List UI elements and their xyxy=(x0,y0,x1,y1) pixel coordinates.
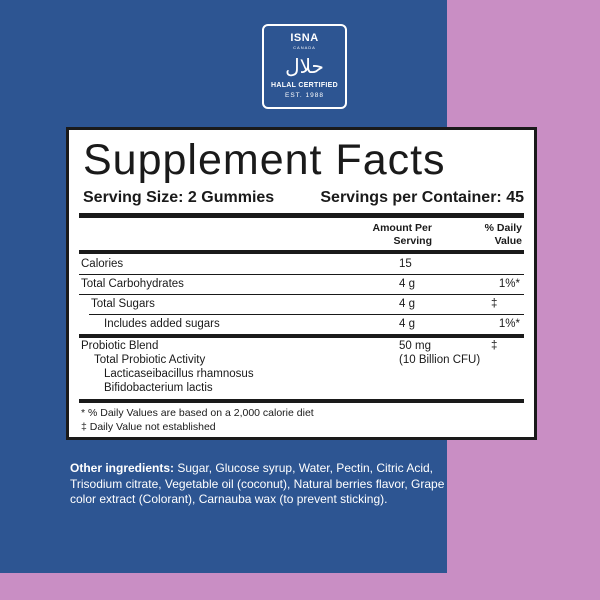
probiotic-activity: Total Probiotic Activity xyxy=(94,354,206,366)
logo-brand: ISNA xyxy=(290,32,319,44)
divider xyxy=(79,250,524,254)
other-ingredients: Other ingredients: Sugar, Glucose syrup,… xyxy=(70,461,450,508)
row-dv: 1%* xyxy=(498,278,520,290)
col-amount: Amount Per Serving xyxy=(372,222,432,247)
probiotic-name: Probiotic Blend xyxy=(81,340,159,352)
divider xyxy=(79,274,524,275)
row-amount: 4 g xyxy=(399,278,415,290)
logo-est: EST. 1988 xyxy=(285,92,324,99)
probiotic-cfu: (10 Billion CFU) xyxy=(399,354,481,366)
probiotic-strain: Lacticaseibacillus rhamnosus xyxy=(104,368,254,380)
logo-certified: HALAL CERTIFIED xyxy=(271,82,338,89)
row-amount: 4 g xyxy=(399,318,415,330)
footnote: * % Daily Values are based on a 2,000 ca… xyxy=(81,407,314,419)
row-amount: 4 g xyxy=(399,298,415,310)
halal-certified-logo: ISNA CANADA حلال HALAL CERTIFIED EST. 19… xyxy=(262,24,347,109)
footnote: ‡ Daily Value not established xyxy=(81,421,216,433)
other-ingredients-text: Sugar, Glucose syrup, Water, Pectin, Cit… xyxy=(70,461,445,506)
row-name: Total Sugars xyxy=(91,298,155,310)
other-ingredients-label: Other ingredients: xyxy=(70,461,175,475)
row-name: Calories xyxy=(81,258,124,270)
divider xyxy=(79,334,524,338)
row-amount: 15 xyxy=(399,258,412,270)
supplement-facts-panel: Supplement Facts Serving Size: 2 Gummies… xyxy=(66,127,537,440)
probiotic-amount: 50 mg xyxy=(399,340,431,352)
probiotic-dv: ‡ xyxy=(491,340,498,352)
row-dv: 1%* xyxy=(498,318,520,330)
divider xyxy=(79,399,524,403)
logo-arabic: حلال xyxy=(285,54,324,78)
servings-per-container: Servings per Container: 45 xyxy=(320,189,524,206)
divider xyxy=(79,294,524,295)
col-dv: % Daily Value xyxy=(484,222,522,247)
divider xyxy=(89,314,524,315)
row-name: Total Carbohydrates xyxy=(81,278,184,290)
facts-title: Supplement Facts xyxy=(83,136,446,184)
logo-country: CANADA xyxy=(293,45,316,50)
serving-size: Serving Size: 2 Gummies xyxy=(83,189,275,206)
probiotic-strain: Bifidobacterium lactis xyxy=(104,382,213,394)
row-name: Includes added sugars xyxy=(104,318,220,330)
divider xyxy=(79,213,524,218)
row-dv: ‡ xyxy=(491,298,498,310)
